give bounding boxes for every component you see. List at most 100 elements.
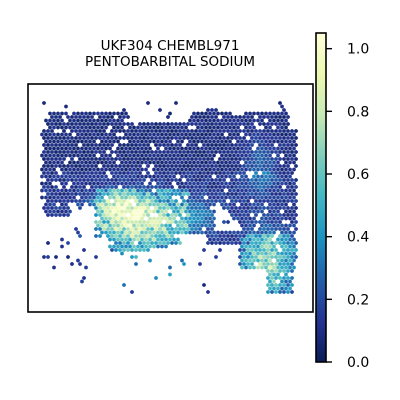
data-spot bbox=[290, 254, 294, 260]
data-spot bbox=[128, 244, 132, 249]
data-spot bbox=[236, 160, 240, 165]
data-spot bbox=[60, 132, 64, 137]
data-spot bbox=[188, 230, 192, 235]
data-spot bbox=[130, 121, 134, 127]
data-spot bbox=[214, 107, 218, 113]
data-spot bbox=[262, 219, 266, 225]
data-spot bbox=[182, 226, 186, 232]
data-spot bbox=[224, 146, 228, 151]
data-spot bbox=[74, 198, 78, 204]
data-spot bbox=[172, 209, 176, 214]
data-spot bbox=[104, 153, 108, 158]
data-spot bbox=[52, 111, 56, 116]
data-spot bbox=[212, 181, 216, 186]
data-spot bbox=[174, 170, 178, 176]
data-spot bbox=[194, 177, 198, 183]
data-spot bbox=[84, 139, 88, 144]
data-spot bbox=[264, 160, 268, 165]
data-spot bbox=[152, 139, 156, 144]
data-spot bbox=[182, 184, 186, 190]
data-spot bbox=[234, 128, 238, 134]
data-spot bbox=[284, 195, 288, 200]
data-spot bbox=[86, 114, 90, 120]
data-spot bbox=[168, 111, 172, 116]
data-spot bbox=[284, 167, 288, 172]
data-spot bbox=[266, 205, 270, 211]
data-spot bbox=[230, 212, 234, 218]
data-spot bbox=[276, 181, 280, 186]
data-spot bbox=[52, 174, 56, 179]
data-spot bbox=[56, 174, 60, 179]
data-spot bbox=[42, 135, 46, 141]
data-spot bbox=[272, 118, 276, 123]
data-spot bbox=[268, 286, 272, 291]
data-spot bbox=[266, 254, 270, 260]
data-spot bbox=[254, 240, 258, 246]
data-spot bbox=[70, 261, 74, 267]
data-spot bbox=[112, 125, 116, 130]
data-spot bbox=[88, 118, 92, 123]
data-spot bbox=[92, 195, 96, 200]
data-spot bbox=[148, 195, 152, 200]
data-spot bbox=[278, 163, 282, 169]
data-spot bbox=[66, 114, 70, 120]
data-spot bbox=[160, 202, 164, 207]
data-spot bbox=[260, 181, 264, 186]
data-spot bbox=[170, 184, 174, 190]
data-spot bbox=[140, 237, 144, 242]
data-spot bbox=[274, 261, 278, 267]
colorbar-gradient bbox=[315, 32, 327, 363]
data-spot bbox=[268, 160, 272, 165]
data-spot bbox=[72, 153, 76, 158]
data-spot bbox=[244, 174, 248, 179]
data-spot bbox=[192, 181, 196, 186]
data-spot bbox=[156, 223, 160, 228]
data-spot bbox=[196, 202, 200, 207]
data-spot bbox=[284, 111, 288, 116]
data-spot bbox=[122, 156, 126, 162]
data-spot bbox=[56, 188, 60, 193]
data-spot bbox=[172, 216, 176, 221]
data-spot bbox=[132, 237, 136, 242]
data-spot bbox=[118, 219, 122, 225]
data-spot bbox=[214, 170, 218, 176]
data-spot bbox=[156, 153, 160, 158]
data-spot bbox=[174, 135, 178, 141]
data-spot bbox=[282, 149, 286, 155]
data-spot bbox=[140, 216, 144, 221]
data-spot bbox=[74, 128, 78, 134]
data-spot bbox=[104, 125, 108, 130]
data-spot bbox=[294, 163, 298, 169]
data-spot bbox=[272, 146, 276, 151]
data-spot bbox=[214, 198, 218, 204]
data-spot bbox=[188, 195, 192, 200]
data-spot bbox=[66, 142, 70, 148]
data-spot bbox=[60, 195, 64, 200]
data-spot bbox=[240, 251, 244, 256]
data-spot bbox=[174, 121, 178, 127]
data-spot bbox=[232, 125, 236, 130]
data-spot bbox=[192, 146, 196, 151]
data-spot bbox=[134, 128, 138, 134]
data-spot bbox=[272, 139, 276, 144]
data-spot bbox=[242, 149, 246, 155]
data-spot bbox=[194, 226, 198, 232]
data-spot bbox=[222, 240, 226, 246]
data-spot bbox=[186, 156, 190, 162]
data-spot bbox=[76, 230, 80, 235]
data-spot bbox=[186, 219, 190, 225]
data-spot bbox=[70, 149, 74, 155]
data-spot bbox=[278, 184, 282, 190]
data-spot bbox=[136, 153, 140, 158]
data-spot bbox=[146, 121, 150, 127]
data-spot bbox=[208, 118, 212, 123]
data-spot bbox=[284, 188, 288, 193]
data-spot bbox=[288, 223, 292, 228]
data-spot bbox=[228, 146, 232, 151]
data-spot bbox=[60, 202, 64, 207]
data-spot bbox=[86, 191, 90, 197]
data-spot bbox=[206, 226, 210, 232]
data-spot bbox=[138, 212, 142, 218]
data-spot bbox=[270, 184, 274, 190]
data-spot bbox=[254, 205, 258, 211]
